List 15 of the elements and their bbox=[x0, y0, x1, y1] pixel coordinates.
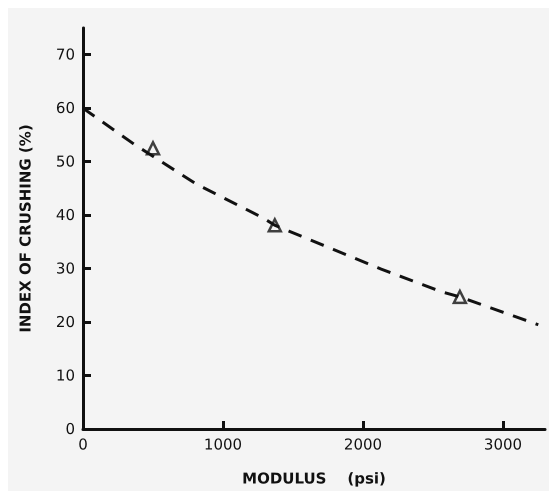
y-tick-label: 50 bbox=[56, 152, 75, 171]
y-axis-title: INDEX OF CRUSHING (%) bbox=[16, 124, 34, 333]
x-tick-label: 3000 bbox=[484, 436, 522, 454]
y-tick-label: 30 bbox=[56, 260, 75, 278]
x-axis-title: MODULUS (psi) bbox=[242, 470, 386, 488]
y-tick-label: 0 bbox=[65, 420, 75, 438]
y-tick-label: 20 bbox=[56, 313, 75, 332]
y-tick-label: 60 bbox=[56, 99, 75, 118]
y-tick-label: 40 bbox=[56, 206, 75, 224]
y-tick-label: 10 bbox=[56, 366, 75, 385]
y-tick-label: 70 bbox=[56, 46, 75, 64]
point bbox=[452, 290, 468, 304]
x-tick-label: 2000 bbox=[344, 436, 382, 454]
x-tick-label: 0 bbox=[78, 436, 88, 454]
x-tick-label: 1000 bbox=[204, 436, 242, 454]
